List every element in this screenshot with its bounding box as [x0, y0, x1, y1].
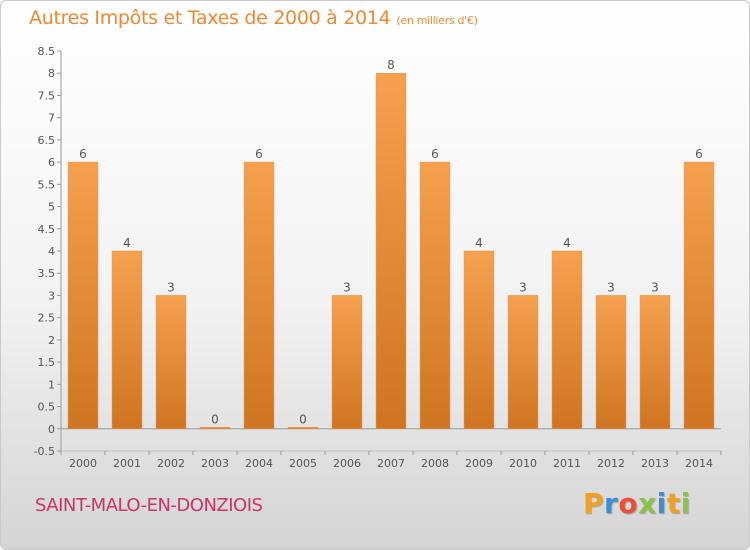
bar-2011 [551, 250, 583, 430]
data-label-2013: 3 [651, 280, 659, 294]
x-tick-label-2006: 2006 [333, 457, 361, 470]
x-axis: 2000 2001 2002 2003 2004 2005 2006 2007 2008 2009… [60, 428, 722, 470]
data-label-2002: 3 [167, 280, 175, 294]
data-label-2005: 0 [299, 412, 307, 426]
chart-title: Autres Impôts et Taxes de 2000 à 2014 (en… [29, 7, 478, 29]
x-tick-label-2007: 2007 [377, 457, 405, 470]
x-tick-label-2000: 2000 [69, 457, 97, 470]
x-tick-label-2012: 2012 [597, 457, 625, 470]
y-tick-label: 0.5 [38, 401, 56, 414]
x-tick-label-2008: 2008 [421, 457, 449, 470]
data-label-2001: 4 [123, 236, 131, 250]
data-label-2012: 3 [607, 280, 615, 294]
y-tick-label: 7 [48, 112, 55, 125]
y-axis: -0.5 0 0.5 1 1.5 2 2.5 3 3.5 4 4.5 5 5.5 6 6.5 7 7.5 8 8.5 [34, 45, 62, 458]
data-label-2009: 4 [475, 236, 483, 250]
x-tick-label-2011: 2011 [553, 457, 581, 470]
bar-2004 [243, 161, 275, 430]
bar-2014 [683, 161, 715, 430]
bar-2000 [67, 161, 99, 430]
data-label-2006: 3 [343, 280, 351, 294]
data-labels: 6 4 3 0 6 0 3 8 6 4 3 4 3 3 6 [79, 58, 703, 426]
chart-title-text: Autres Impôts et Taxes de 2000 à 2014 [29, 7, 391, 29]
bar-2001 [111, 250, 143, 430]
bar-2003 [199, 427, 231, 430]
data-label-2014: 6 [695, 147, 703, 161]
y-tick-label: 8 [48, 67, 55, 80]
data-label-2010: 3 [519, 280, 527, 294]
x-tick-label-2010: 2010 [509, 457, 537, 470]
logo-letter: i [656, 487, 667, 520]
data-label-2008: 6 [431, 147, 439, 161]
y-tick-label: 5.5 [38, 178, 56, 191]
bar-2007 [375, 72, 407, 430]
proxiti-logo: Proxiti [583, 487, 691, 520]
x-tick-label-2004: 2004 [245, 457, 273, 470]
bar-2006 [331, 295, 363, 430]
y-tick-label: 8.5 [38, 45, 56, 58]
x-tick-label-2003: 2003 [201, 457, 229, 470]
y-tick-label: 0 [48, 423, 55, 436]
bar-2009 [463, 250, 495, 430]
y-tick-label: 6.5 [38, 134, 56, 147]
logo-letter: r [604, 487, 619, 520]
bar-2005 [287, 427, 319, 430]
bars [67, 72, 715, 430]
logo-letter: i [680, 487, 691, 520]
chart-unit: (en milliers d'€) [396, 14, 478, 27]
y-tick-label: 3 [48, 289, 55, 302]
bar-2013 [639, 295, 671, 430]
logo-letter: o [618, 487, 639, 520]
y-tick-label: 4.5 [38, 223, 56, 236]
data-label-2003: 0 [211, 412, 219, 426]
x-tick-label-2001: 2001 [113, 457, 141, 470]
data-label-2004: 6 [255, 147, 263, 161]
x-tick-label-2005: 2005 [289, 457, 317, 470]
x-tick-label-2013: 2013 [641, 457, 669, 470]
bar-2010 [507, 295, 539, 430]
y-tick-label: 6 [48, 156, 55, 169]
commune-name: SAINT-MALO-EN-DONZIOIS [35, 495, 263, 516]
y-tick-label: 2.5 [38, 312, 56, 325]
bar-2002 [155, 295, 187, 430]
y-tick-label: 4 [48, 245, 55, 258]
logo-letter: P [583, 487, 605, 520]
data-label-2000: 6 [79, 147, 87, 161]
y-tick-label: 5 [48, 201, 55, 214]
logo-letter: t [666, 487, 681, 520]
y-tick-label: -0.5 [34, 445, 55, 458]
data-label-2011: 4 [563, 236, 571, 250]
y-tick-label: 7.5 [38, 89, 56, 102]
x-tick-label-2014: 2014 [685, 457, 713, 470]
y-tick-label: 3.5 [38, 267, 56, 280]
data-label-2007: 8 [387, 58, 395, 72]
bar-2008 [419, 161, 451, 430]
logo-letter: x [638, 487, 657, 520]
x-tick-label-2002: 2002 [157, 457, 185, 470]
bar-2012 [595, 295, 627, 430]
x-tick-label-2009: 2009 [465, 457, 493, 470]
y-tick-label: 1 [48, 378, 55, 391]
y-tick-label: 2 [48, 334, 55, 347]
y-tick-label: 1.5 [38, 356, 56, 369]
